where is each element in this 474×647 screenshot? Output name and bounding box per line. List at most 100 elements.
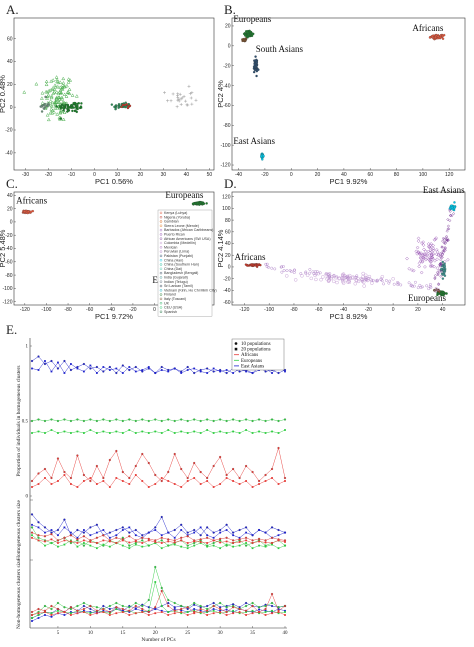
data-point: [46, 93, 51, 97]
data-point: [289, 270, 293, 273]
y-tick-label: 0: [10, 105, 13, 111]
data-point: [160, 609, 163, 612]
data-point: [429, 285, 433, 289]
legend-entry: Africans: [241, 353, 258, 358]
data-point: [180, 607, 183, 611]
y-tick-label: 0.5: [22, 420, 29, 425]
data-point: [193, 603, 196, 606]
data-point: [57, 432, 59, 434]
data-point: [193, 608, 196, 610]
data-point: [40, 90, 45, 95]
data-point: [258, 611, 260, 613]
data-point: [219, 370, 222, 373]
data-point: [264, 611, 267, 613]
data-point: [173, 608, 176, 610]
data-point: [186, 432, 189, 434]
data-point: [37, 355, 40, 358]
data-point: [206, 607, 209, 611]
data-point: [435, 270, 440, 274]
data-point: [49, 107, 54, 111]
data-point: [50, 538, 53, 541]
x-tick-label: 15: [120, 631, 126, 636]
data-point: [82, 609, 85, 612]
data-point: [309, 276, 313, 281]
data-point: [396, 281, 400, 285]
data-point: [128, 366, 131, 368]
data-point: [199, 370, 202, 373]
data-point: [45, 112, 50, 117]
legend-marker: [159, 306, 163, 309]
data-point: [173, 528, 176, 532]
data-point: [337, 276, 341, 281]
data-point: [43, 419, 47, 423]
data-point: [121, 432, 124, 434]
data-point: [206, 367, 209, 370]
series-markers: [31, 360, 286, 374]
data-point: [264, 614, 267, 616]
data-point: [89, 604, 92, 608]
data-point: [82, 539, 85, 542]
data-point: [69, 606, 72, 609]
data-point: [173, 541, 176, 544]
y-tick-label: 0: [26, 495, 29, 500]
data-point: [160, 589, 163, 593]
data-point: [166, 99, 170, 103]
data-point: [244, 34, 247, 37]
x-tick-label: -40: [108, 307, 115, 313]
data-point: [43, 535, 47, 538]
data-point: [40, 110, 44, 113]
y-tick-label: -40: [223, 288, 230, 294]
data-point: [270, 536, 274, 539]
data-point: [57, 100, 62, 104]
data-point: [108, 604, 111, 608]
data-point: [128, 535, 131, 538]
data-point: [62, 92, 67, 96]
data-point: [95, 464, 98, 468]
x-tick-label: 120: [445, 172, 454, 178]
data-point: [76, 418, 79, 421]
data-point: [439, 258, 443, 262]
data-point: [176, 95, 180, 99]
data-point: [128, 531, 131, 534]
data-point: [49, 102, 54, 107]
data-point: [50, 614, 53, 616]
data-point: [31, 486, 33, 488]
data-point: [335, 280, 339, 285]
x-tick-label: -120: [239, 307, 249, 313]
legend-entry: Europeans: [241, 359, 262, 364]
data-point: [62, 110, 67, 114]
data-point: [199, 541, 202, 543]
data-point: [219, 547, 222, 550]
series-line: [31, 566, 286, 616]
data-point: [39, 96, 44, 100]
data-point: [442, 237, 446, 241]
data-point: [439, 292, 443, 295]
data-point: [95, 547, 98, 550]
data-point: [428, 285, 432, 288]
data-point: [115, 608, 118, 610]
data-point: [44, 95, 47, 99]
data-point: [44, 360, 46, 362]
legend-marker: [159, 289, 163, 292]
data-point: [193, 418, 196, 421]
data-point: [434, 236, 438, 240]
data-point: [44, 79, 49, 83]
data-point: [232, 611, 235, 613]
data-point: [70, 612, 72, 615]
data-point: [102, 607, 105, 611]
data-point: [437, 35, 440, 38]
data-point: [34, 81, 39, 86]
plot-frame: [231, 17, 466, 171]
data-point: [282, 269, 286, 272]
data-point: [71, 109, 74, 113]
data-point: [37, 607, 40, 611]
data-point: [44, 531, 46, 534]
data-point: [56, 601, 60, 605]
data-point: [245, 611, 247, 613]
data-point: [411, 284, 414, 288]
data-point: [206, 534, 209, 537]
series-markers: [31, 536, 286, 544]
data-point: [67, 87, 72, 91]
data-point: [63, 536, 66, 539]
y-tick-label: -60: [223, 300, 230, 306]
